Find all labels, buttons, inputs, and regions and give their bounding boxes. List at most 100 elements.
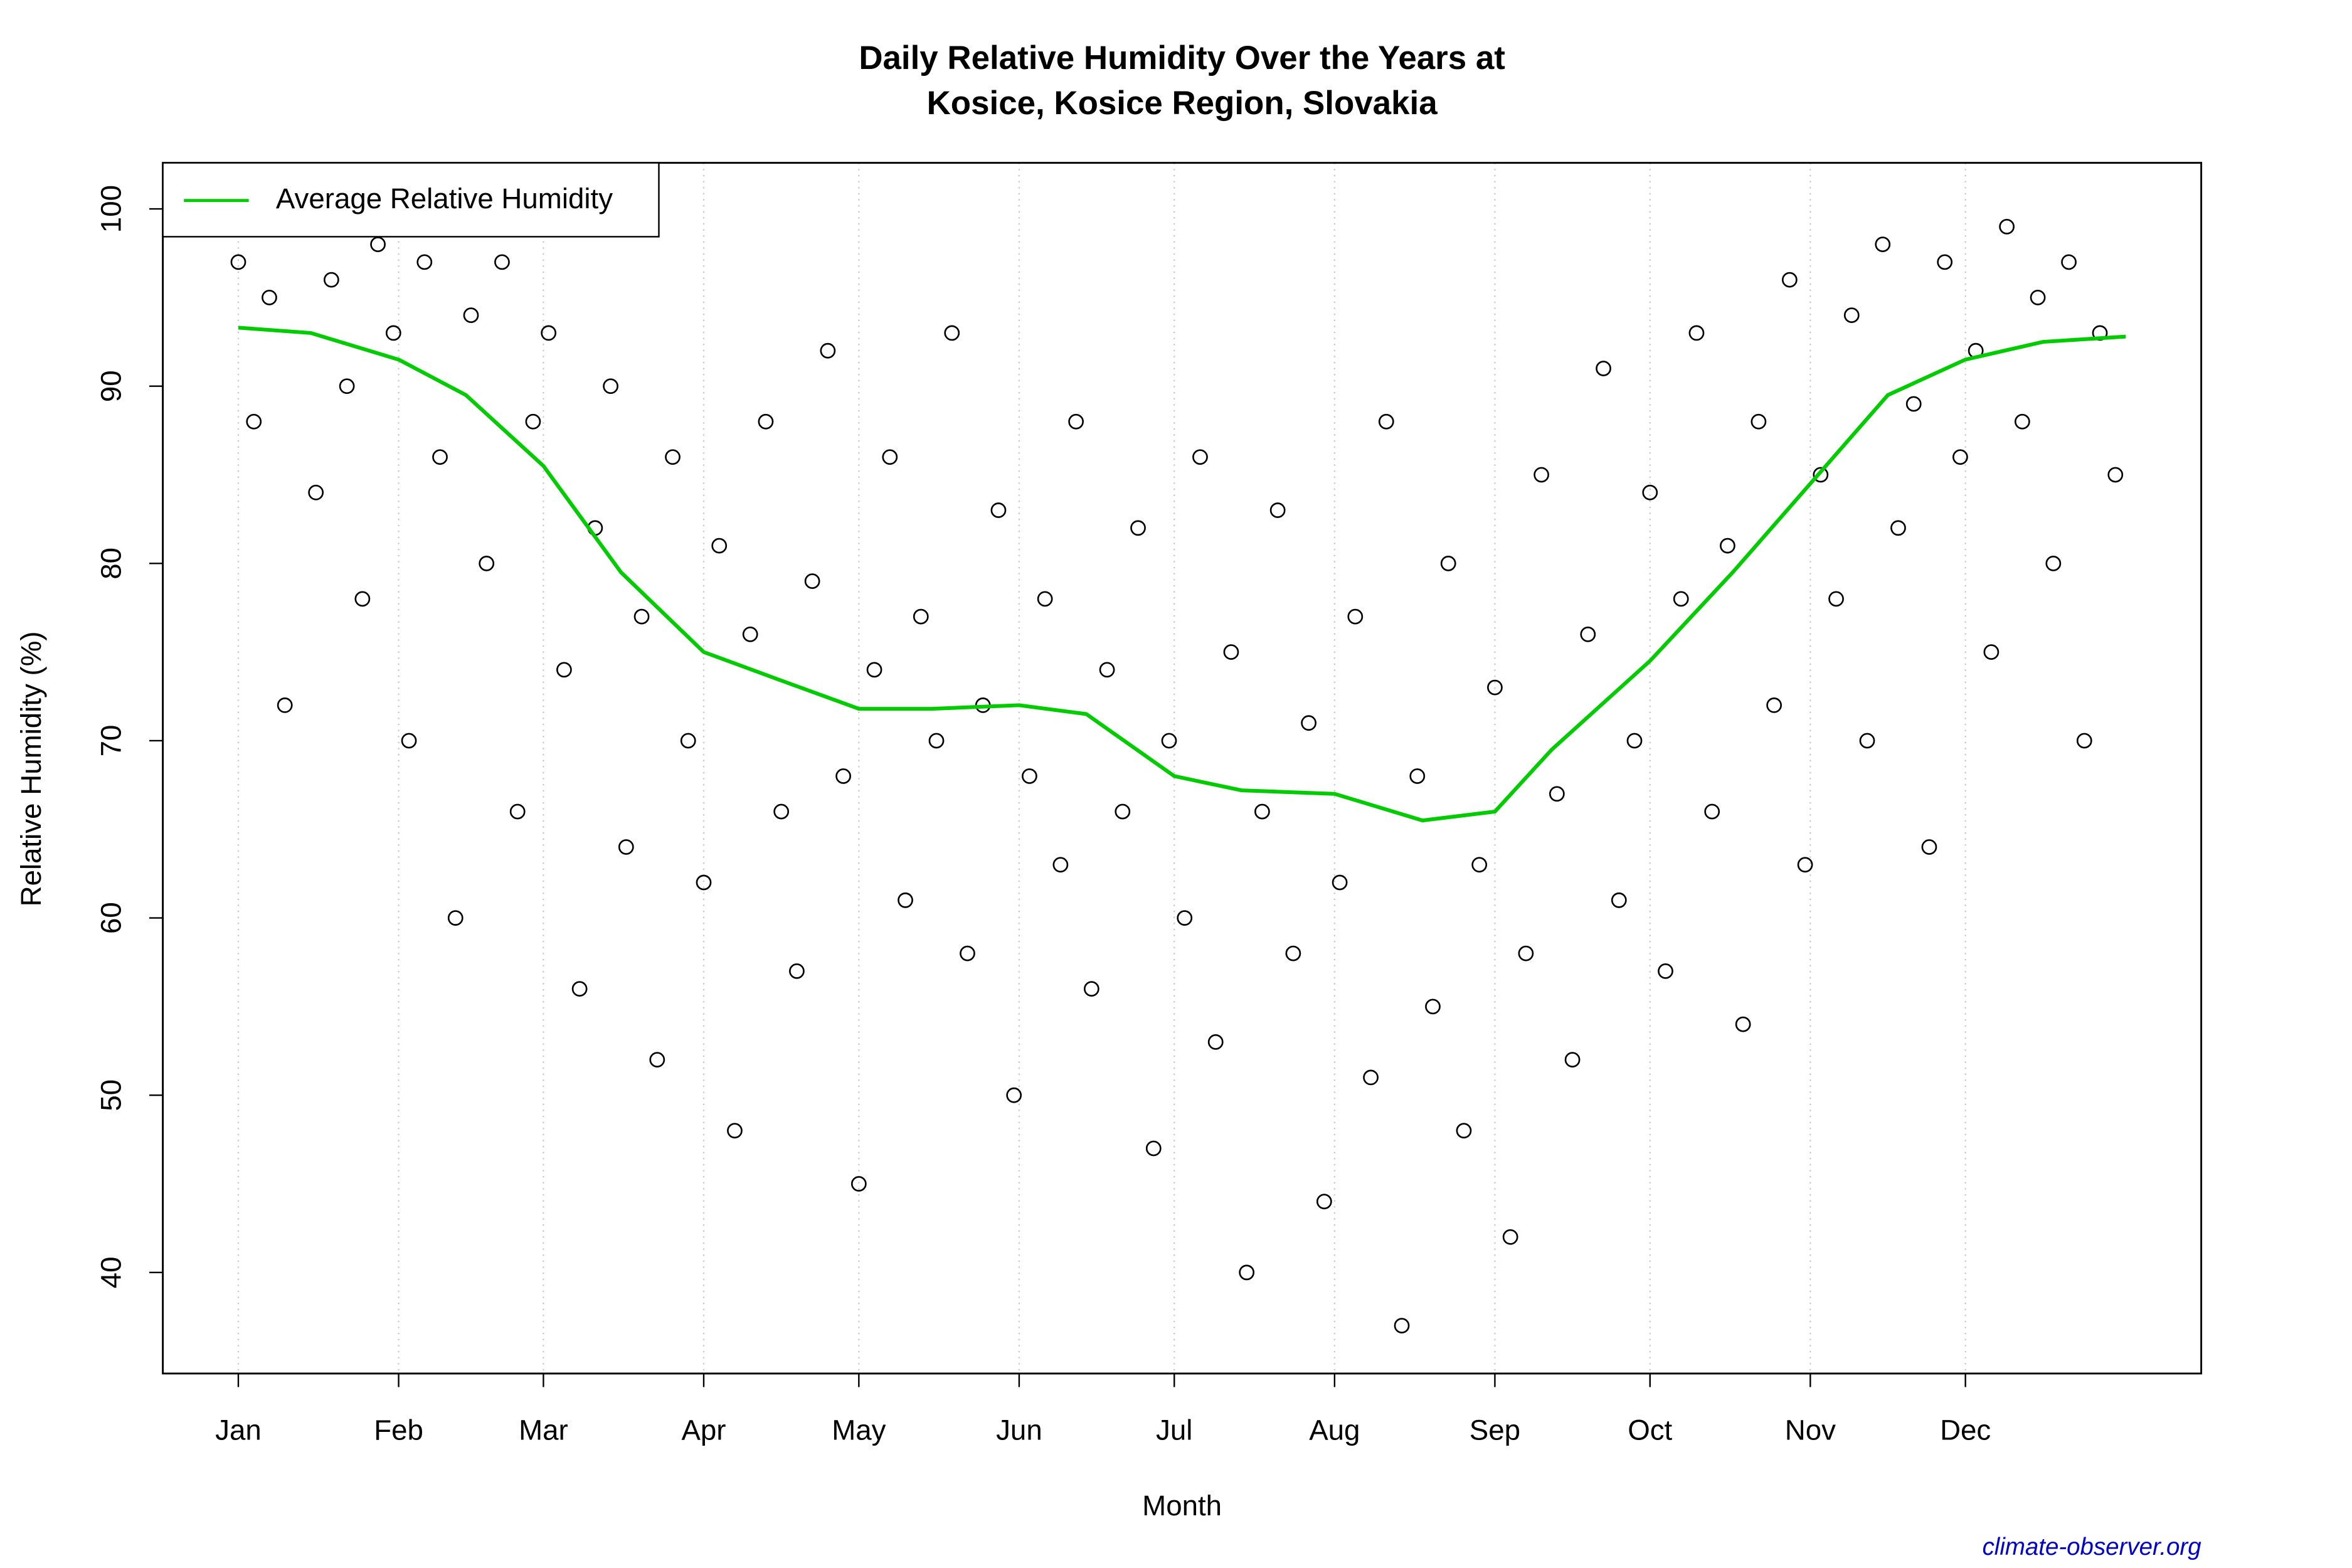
point <box>2014 413 2030 430</box>
point <box>1642 484 1658 501</box>
point <box>1704 803 1720 820</box>
point <box>1052 857 1069 873</box>
point <box>913 608 929 625</box>
x-axis-label: Month <box>1142 1490 1222 1522</box>
point <box>2076 733 2092 749</box>
plot-frame <box>162 162 2203 1375</box>
point <box>1363 1069 1379 1086</box>
point <box>1207 1034 1224 1050</box>
point <box>1269 502 1286 518</box>
point <box>789 963 805 979</box>
point <box>1068 413 1084 430</box>
point <box>2107 467 2124 483</box>
point <box>1828 591 1844 607</box>
point <box>262 290 277 305</box>
point <box>742 627 758 642</box>
point <box>509 803 526 820</box>
x-tick-label: Dec <box>1940 1414 1991 1446</box>
point <box>479 555 495 571</box>
point <box>1177 910 1193 926</box>
point <box>1239 1264 1255 1281</box>
x-tick-label: Jul <box>1156 1414 1192 1446</box>
y-tick-label: 100 <box>95 185 127 233</box>
point <box>1409 768 1426 784</box>
point <box>1037 591 1053 607</box>
point <box>230 254 246 270</box>
point <box>246 413 262 430</box>
point <box>1797 857 1813 873</box>
point <box>1890 520 1906 536</box>
point <box>1161 733 1177 749</box>
point <box>1347 608 1364 625</box>
point <box>758 413 774 430</box>
point <box>882 449 898 465</box>
chart-title: Daily Relative Humidity Over the Years a… <box>859 40 1505 77</box>
point <box>1083 981 1099 997</box>
point <box>1425 999 1441 1015</box>
point <box>463 307 479 324</box>
point <box>820 342 836 359</box>
point <box>1611 892 1627 908</box>
point <box>618 839 634 855</box>
point <box>1626 733 1643 749</box>
point <box>773 803 790 820</box>
point <box>1673 591 1689 607</box>
point <box>1534 467 1549 483</box>
point <box>1006 1087 1022 1103</box>
point <box>649 1052 665 1068</box>
point <box>850 1176 867 1192</box>
point <box>603 378 618 395</box>
point <box>1130 520 1146 536</box>
x-tick-label: Apr <box>681 1414 726 1446</box>
point <box>1487 679 1503 696</box>
y-tick-label: 50 <box>95 1079 127 1111</box>
point <box>665 449 681 465</box>
x-tick-label: Feb <box>374 1414 423 1446</box>
point <box>1456 1123 1472 1139</box>
point <box>1394 1318 1410 1333</box>
point <box>447 910 464 926</box>
point <box>1471 857 1488 873</box>
point <box>711 538 728 554</box>
point <box>571 981 588 997</box>
y-tick-label: 90 <box>95 370 127 402</box>
legend-label: Average Relative Humidity <box>276 183 613 215</box>
point <box>696 874 712 891</box>
point <box>354 591 371 607</box>
chart-title: Kosice, Kosice Region, Slovakia <box>927 85 1438 122</box>
y-tick-label: 40 <box>95 1256 127 1288</box>
y-tick-label: 80 <box>95 548 127 580</box>
point <box>866 662 882 678</box>
point <box>1518 945 1534 961</box>
point <box>1875 236 1891 252</box>
point <box>1781 272 1798 288</box>
point <box>401 733 417 749</box>
point <box>1192 449 1208 465</box>
point <box>1952 449 1968 465</box>
legend: Average Relative Humidity <box>162 162 660 238</box>
point <box>1502 1229 1518 1245</box>
point <box>1301 715 1316 731</box>
x-tick-label: Jun <box>996 1414 1042 1446</box>
point <box>1022 768 1037 784</box>
point <box>990 502 1007 518</box>
y-tick-label: 70 <box>95 725 127 757</box>
point <box>1735 1016 1751 1032</box>
point <box>494 254 510 270</box>
point <box>1751 413 1767 430</box>
point <box>1223 644 1239 660</box>
point <box>1440 555 1456 571</box>
point <box>525 413 541 430</box>
x-tick-label: Aug <box>1309 1414 1360 1446</box>
point <box>1859 733 1875 749</box>
point <box>1099 662 1115 678</box>
point <box>324 272 339 288</box>
point <box>1983 644 2000 660</box>
point <box>1720 538 1735 554</box>
point <box>928 733 945 749</box>
average-line <box>238 326 2126 823</box>
point <box>1688 325 1705 341</box>
point <box>1937 254 1953 270</box>
